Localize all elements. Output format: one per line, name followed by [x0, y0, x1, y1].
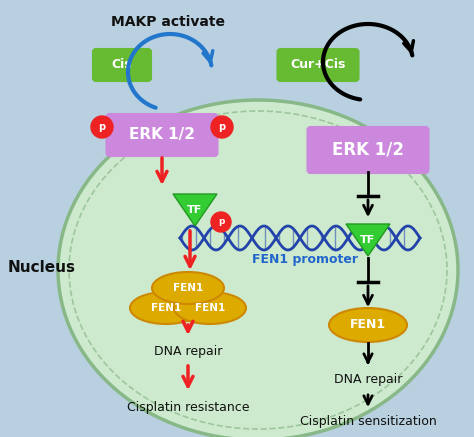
Text: p: p [99, 122, 106, 132]
Ellipse shape [152, 272, 224, 304]
Text: TF: TF [187, 205, 202, 215]
Text: Cisplatin sensitization: Cisplatin sensitization [300, 416, 437, 429]
Text: Cisplatin resistance: Cisplatin resistance [127, 402, 249, 415]
Text: Cur+Cis: Cur+Cis [290, 59, 346, 72]
Text: FEN1: FEN1 [151, 303, 181, 313]
Text: FEN1: FEN1 [350, 319, 386, 332]
Polygon shape [346, 224, 390, 256]
Text: p: p [219, 122, 226, 132]
Text: p: p [218, 218, 224, 226]
FancyBboxPatch shape [277, 49, 358, 81]
Circle shape [91, 116, 113, 138]
Polygon shape [173, 194, 217, 226]
Text: MAKP activate: MAKP activate [111, 15, 225, 29]
Text: DNA repair: DNA repair [334, 374, 402, 386]
Text: Nucleus: Nucleus [8, 260, 76, 275]
Circle shape [211, 116, 233, 138]
Text: DNA repair: DNA repair [154, 346, 222, 358]
Circle shape [211, 212, 231, 232]
Ellipse shape [130, 292, 202, 324]
FancyBboxPatch shape [107, 114, 218, 156]
Text: FEN1 promoter: FEN1 promoter [252, 253, 358, 267]
FancyBboxPatch shape [93, 49, 151, 81]
Text: ERK 1/2: ERK 1/2 [332, 141, 404, 159]
Ellipse shape [174, 292, 246, 324]
Text: FEN1: FEN1 [195, 303, 225, 313]
Text: FEN1: FEN1 [173, 283, 203, 293]
Text: TF: TF [360, 235, 375, 245]
Text: Cis: Cis [112, 59, 132, 72]
Ellipse shape [329, 308, 407, 342]
Text: ERK 1/2: ERK 1/2 [129, 128, 195, 142]
FancyBboxPatch shape [308, 127, 428, 173]
Ellipse shape [58, 100, 458, 437]
